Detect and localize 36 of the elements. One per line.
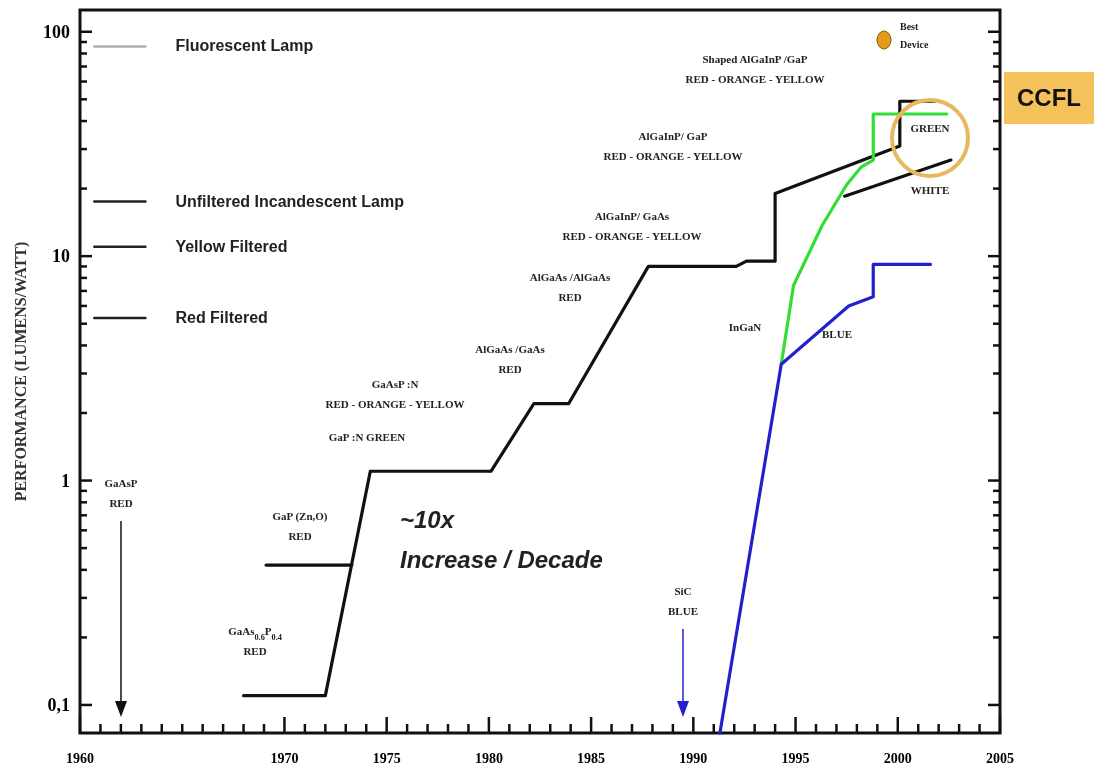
annotation: Best Device: [900, 21, 929, 50]
y-tick-label: 1: [61, 470, 70, 491]
x-tick-label: 1980: [474, 751, 503, 766]
y-tick-label: 10: [52, 246, 70, 267]
annotation: GaAsP :N RED - ORANGE - YELLOW: [325, 378, 465, 410]
annotation: GaAs$_{0.6}$P$_{0.4}$ RED: [228, 625, 282, 657]
y-tick-label: 0,1: [47, 694, 70, 715]
y-tick-label: 100: [43, 21, 70, 42]
series-label: Yellow Filtered: [175, 237, 288, 255]
x-tick-label: 1970: [270, 751, 299, 766]
x-tick-label: 1975: [372, 751, 401, 766]
series-label: Fluorescent Lamp: [175, 37, 314, 55]
annotation: GaAsP RED: [104, 477, 138, 509]
annotation: GaP (Zn,O) RED: [272, 510, 328, 542]
series-label: Unfiltered Incandescent Lamp: [175, 192, 405, 210]
annotation: InGaN: [728, 321, 762, 333]
x-tick-label: 1960: [66, 751, 94, 766]
annotation: AlGaInP/ GaAs RED - ORANGE - YELLOW: [562, 210, 702, 242]
x-tick-label: 2000: [883, 751, 912, 766]
x-tick-label: 2005: [986, 751, 1014, 766]
annotation: WHITE: [910, 184, 950, 196]
annotation: AlGaInP/ GaP RED - ORANGE - YELLOW: [603, 130, 743, 162]
series-label: Red Filtered: [175, 309, 268, 327]
annotation: AlGaAs /AlGaAs RED: [529, 271, 611, 303]
annotation: AlGaAs /GaAs RED: [475, 343, 546, 375]
annotation: BLUE: [822, 328, 852, 340]
annotation: GaP :N GREEN: [328, 431, 406, 443]
x-tick-label: 1990: [679, 751, 708, 766]
annotation: Shaped AlGaInP /GaP RED - ORANGE - YELLOW: [685, 53, 825, 85]
annotation: GREEN: [910, 122, 950, 134]
annotation: SiC BLUE: [668, 585, 698, 617]
x-tick-label: 1985: [577, 751, 606, 766]
x-tick-label: 1995: [781, 751, 810, 766]
y-axis-title: PERFORMANCE (LUMENS/WATT): [12, 241, 30, 502]
text: CCFL: [1017, 84, 1081, 111]
annotation: ~10x Increase / Decade: [400, 506, 603, 573]
